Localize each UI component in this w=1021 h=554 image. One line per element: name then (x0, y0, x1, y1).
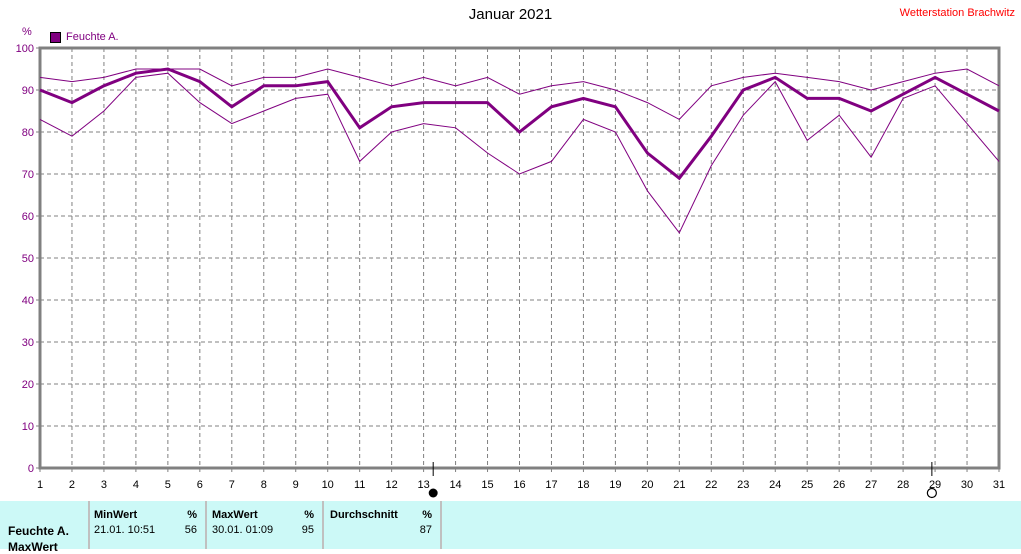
stats-row-label-cell: Feuchte A. MaxWert (0, 501, 90, 554)
y-tick-label: 90 (22, 85, 34, 97)
avg-value: 87 (419, 524, 432, 536)
new-moon-icon (926, 487, 937, 499)
full-moon-icon (428, 488, 438, 498)
stats-avg-cell: Durchschnitt % 87 (324, 501, 442, 549)
x-tick-label: 20 (641, 479, 653, 491)
x-tick-label: 7 (229, 479, 235, 491)
x-tick-label: 24 (769, 479, 781, 491)
min-time: 21.01. 10:51 (94, 524, 156, 536)
y-tick-label: 50 (22, 253, 34, 265)
max-header: MaxWert (212, 509, 258, 521)
series-line (39, 67, 1000, 181)
x-tick-label: 21 (673, 479, 685, 491)
y-tick-label: 10 (22, 421, 34, 433)
x-tick-label: 23 (737, 479, 749, 491)
x-tick-label: 3 (101, 479, 107, 491)
x-tick-label: 14 (449, 479, 461, 491)
x-tick-label: 18 (577, 479, 589, 491)
min-value: 56 (184, 524, 197, 536)
legend: Feuchte A. (50, 31, 119, 43)
chart-title: Januar 2021 (468, 6, 553, 23)
x-tick-label: 12 (386, 479, 398, 491)
legend-label: Feuchte A. (66, 31, 119, 43)
x-tick-label: 13 (417, 479, 429, 491)
x-tick-label: 6 (197, 479, 203, 491)
min-header: MinWert (94, 509, 138, 521)
x-tick-label: 28 (897, 479, 909, 491)
avg-header: Durchschnitt (330, 509, 398, 521)
x-tick-label: 19 (609, 479, 621, 491)
max-unit: % (304, 509, 314, 521)
series-line (39, 68, 1000, 121)
stats-panel: Feuchte A. MaxWert MinWert % 21.01. 10:5… (0, 501, 1021, 554)
x-tick-label: 8 (261, 479, 267, 491)
min-unit: % (187, 509, 197, 521)
stats-max-cell: MaxWert % 30.01. 01:09 95 (207, 501, 324, 549)
y-tick-label: 30 (22, 337, 34, 349)
max-time: 30.01. 01:09 (212, 524, 274, 536)
y-tick-label: 80 (22, 127, 34, 139)
x-tick-label: 27 (865, 479, 877, 491)
x-tick-label: 22 (705, 479, 717, 491)
stats-row-label: Feuchte A. (8, 524, 69, 538)
plot-frame (38, 46, 1001, 470)
x-tick-label: 1 (37, 479, 43, 491)
x-tick-label: 11 (354, 479, 365, 491)
x-tick-label: 25 (801, 479, 813, 491)
legend-swatch-icon (50, 31, 61, 43)
x-tick-label: 10 (322, 479, 334, 491)
x-tick-label: 26 (833, 479, 845, 491)
y-tick-label: 0 (28, 463, 34, 475)
y-tick-label: 40 (22, 295, 34, 307)
series-line (39, 72, 1000, 234)
x-tick-label: 15 (481, 479, 493, 491)
station-name: Wetterstation Brachwitz (899, 7, 1015, 19)
y-tick-label: 60 (22, 211, 34, 223)
x-tick-label: 17 (545, 479, 557, 491)
avg-unit: % (422, 509, 432, 521)
stats-min-cell: MinWert % 21.01. 10:51 56 (90, 501, 207, 549)
stats-row-label-2: MaxWert (8, 540, 58, 554)
x-tick-label: 9 (293, 479, 299, 491)
y-tick-label: 20 (22, 379, 34, 391)
x-tick-label: 30 (961, 479, 973, 491)
x-tick-label: 5 (165, 479, 171, 491)
x-tick-label: 31 (993, 479, 1005, 491)
y-tick-label: 100 (16, 43, 34, 55)
x-tick-label: 4 (133, 479, 139, 491)
max-value: 95 (301, 524, 314, 536)
y-axis-unit: % (22, 26, 32, 38)
x-tick-label: 2 (69, 479, 75, 491)
y-tick-label: 70 (22, 169, 34, 181)
x-tick-label: 16 (513, 479, 525, 491)
